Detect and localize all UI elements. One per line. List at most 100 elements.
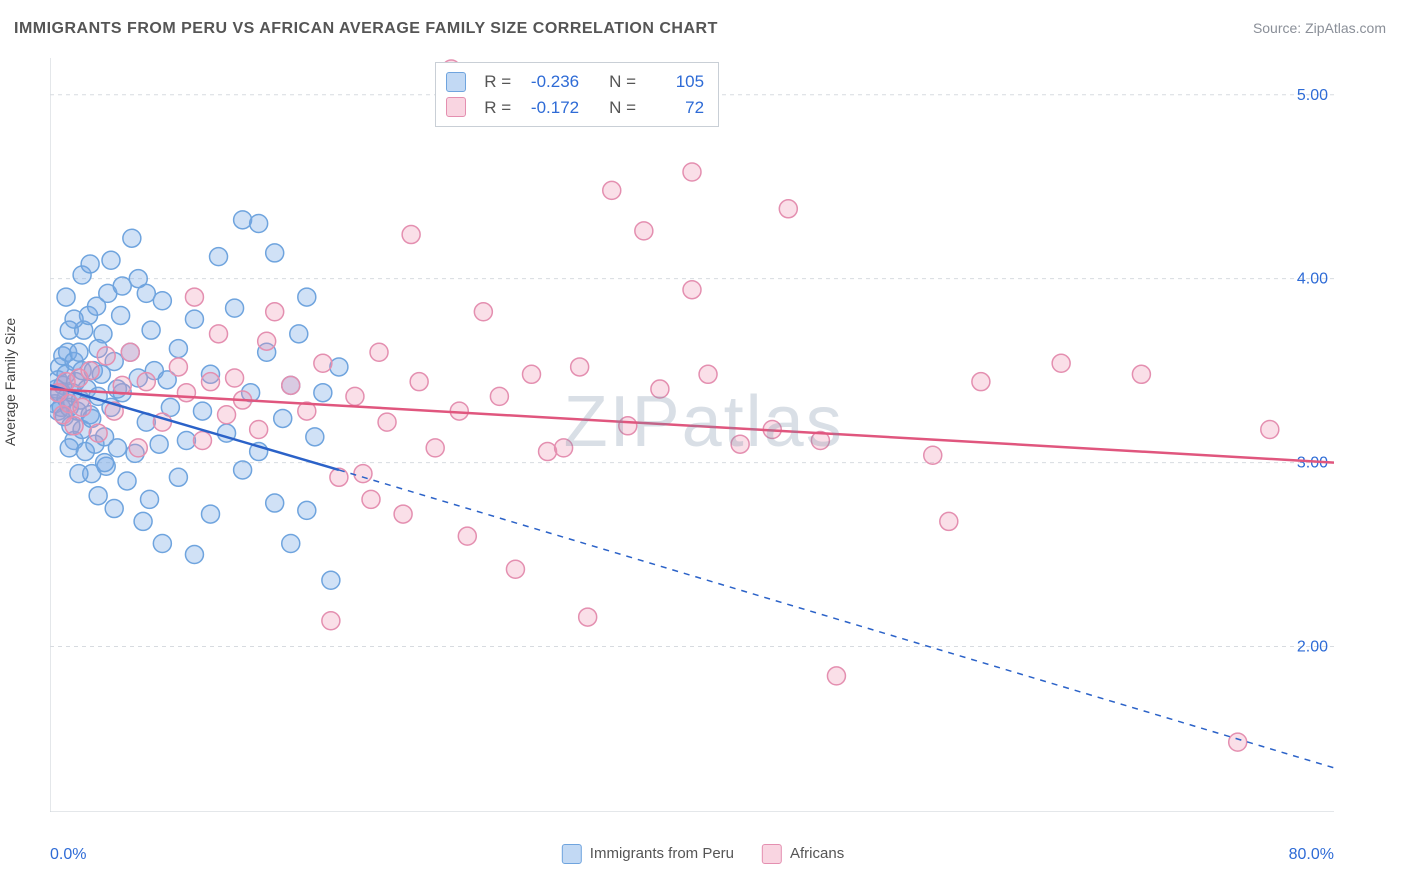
data-point <box>70 465 88 483</box>
legend-item: Immigrants from Peru <box>562 844 734 864</box>
series-legend: Immigrants from Peru Africans <box>562 844 844 864</box>
data-point <box>924 446 942 464</box>
data-point <box>121 343 139 361</box>
data-point <box>185 288 203 306</box>
data-point <box>523 365 541 383</box>
data-point <box>137 373 155 391</box>
data-point <box>185 310 203 328</box>
data-point <box>290 325 308 343</box>
data-point <box>118 472 136 490</box>
data-point <box>378 413 396 431</box>
data-point <box>354 465 372 483</box>
data-point <box>129 439 147 457</box>
data-point <box>266 494 284 512</box>
data-point <box>306 428 324 446</box>
data-point <box>282 535 300 553</box>
source-value: ZipAtlas.com <box>1305 20 1386 36</box>
data-point <box>112 306 130 324</box>
data-point <box>1132 365 1150 383</box>
data-point <box>141 490 159 508</box>
data-point <box>322 612 340 630</box>
data-point <box>134 512 152 530</box>
data-point <box>972 373 990 391</box>
legend-item: Africans <box>762 844 844 864</box>
trend-line <box>50 389 1334 463</box>
data-point <box>779 200 797 218</box>
legend-swatch <box>562 844 582 864</box>
data-point <box>177 384 195 402</box>
data-point <box>683 163 701 181</box>
data-point <box>635 222 653 240</box>
data-point <box>70 343 88 361</box>
data-point <box>1229 733 1247 751</box>
y-tick-label: 5.00 <box>1297 87 1328 104</box>
data-point <box>210 325 228 343</box>
data-point <box>314 384 332 402</box>
data-point <box>410 373 428 391</box>
data-point <box>81 362 99 380</box>
data-point <box>506 560 524 578</box>
data-point <box>89 424 107 442</box>
data-point <box>314 354 332 372</box>
data-point <box>490 387 508 405</box>
data-point <box>322 571 340 589</box>
legend-swatch <box>762 844 782 864</box>
data-point <box>142 321 160 339</box>
data-point <box>65 310 83 328</box>
chart-title: IMMIGRANTS FROM PERU VS AFRICAN AVERAGE … <box>14 20 718 38</box>
data-point <box>73 398 91 416</box>
legend-row: R =-0.236N =105 <box>446 69 704 95</box>
plot-area: 2.003.004.005.00 R =-0.236N =105R =-0.17… <box>50 58 1334 812</box>
data-point <box>258 332 276 350</box>
data-point <box>108 439 126 457</box>
data-point <box>193 432 211 450</box>
data-point <box>153 292 171 310</box>
data-point <box>651 380 669 398</box>
data-point <box>250 420 268 438</box>
data-point <box>370 343 388 361</box>
legend-swatch <box>446 72 466 92</box>
data-point <box>282 376 300 394</box>
y-axis-label: Average Family Size <box>2 318 18 446</box>
source-attribution: Source: ZipAtlas.com <box>1253 20 1386 36</box>
legend-label: Africans <box>790 845 844 862</box>
r-value: -0.236 <box>521 69 579 95</box>
data-point <box>193 402 211 420</box>
n-label: N = <box>609 69 636 95</box>
chart-svg: 2.003.004.005.00 <box>50 58 1334 812</box>
data-point <box>102 251 120 269</box>
data-point <box>555 439 573 457</box>
data-point <box>402 226 420 244</box>
source-label: Source: <box>1253 20 1301 36</box>
data-point <box>226 369 244 387</box>
data-point <box>426 439 444 457</box>
data-point <box>210 248 228 266</box>
data-point <box>298 288 316 306</box>
data-point <box>827 667 845 685</box>
legend-swatch <box>446 97 466 117</box>
chart-container: IMMIGRANTS FROM PERU VS AFRICAN AVERAGE … <box>0 0 1406 892</box>
n-label: N = <box>609 95 636 121</box>
data-point <box>123 229 141 247</box>
data-point <box>330 468 348 486</box>
data-point <box>185 546 203 564</box>
data-point <box>150 435 168 453</box>
r-label: R = <box>484 95 511 121</box>
data-point <box>234 211 252 229</box>
data-point <box>1052 354 1070 372</box>
data-point <box>202 505 220 523</box>
data-point <box>105 500 123 518</box>
data-point <box>169 468 187 486</box>
data-point <box>731 435 749 453</box>
r-label: R = <box>484 69 511 95</box>
data-point <box>218 406 236 424</box>
data-point <box>330 358 348 376</box>
data-point <box>89 487 107 505</box>
x-axis-max-label: 80.0% <box>1289 846 1334 864</box>
data-point <box>539 443 557 461</box>
data-point <box>169 358 187 376</box>
r-value: -0.172 <box>521 95 579 121</box>
series-immigrants-from-peru <box>50 211 348 589</box>
data-point <box>202 373 220 391</box>
correlation-legend: R =-0.236N =105R =-0.172N =72 <box>435 62 719 127</box>
